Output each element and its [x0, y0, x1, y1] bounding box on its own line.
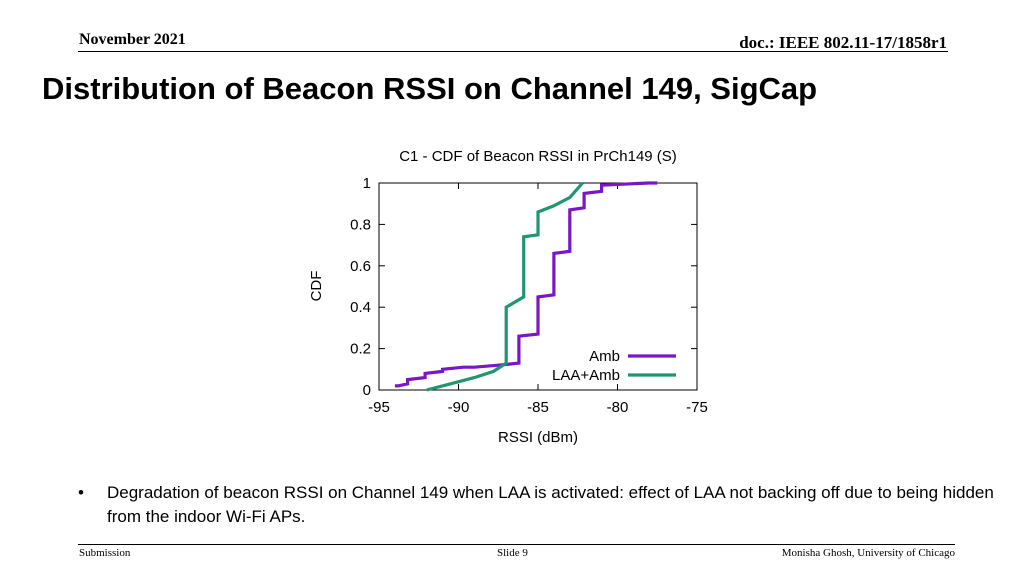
header-date: November 2021	[79, 31, 186, 48]
y-tick-label: 1	[363, 175, 371, 192]
y-tick-label: 0	[363, 382, 371, 399]
bullet-marker: •	[78, 483, 84, 502]
footer-divider	[78, 544, 955, 545]
x-tick-label: -95	[368, 399, 390, 416]
chart-title: C1 - CDF of Beacon RSSI in PrCh149 (S)	[399, 148, 677, 165]
y-tick-label: 0.8	[350, 216, 371, 233]
footer-submission: Submission	[79, 547, 131, 559]
header-divider	[78, 51, 948, 52]
bullet-text: Degradation of beacon RSSI on Channel 14…	[107, 483, 994, 526]
x-tick-label: -80	[607, 399, 629, 416]
y-tick-label: 0.4	[350, 299, 371, 316]
x-tick-label: -90	[448, 399, 470, 416]
footer-slide-number: Slide 9	[497, 547, 528, 559]
legend-label: Amb	[589, 348, 620, 365]
x-tick-label: -75	[686, 399, 708, 416]
y-tick-label: 0.2	[350, 341, 371, 358]
footer-author: Monisha Ghosh, University of Chicago	[781, 547, 955, 559]
legend-label: LAA+Amb	[552, 367, 620, 384]
series-line-laa-amb	[426, 181, 584, 392]
header-doc-id: doc.: IEEE 802.11-17/1858r1	[739, 33, 947, 52]
x-axis-label: RSSI (dBm)	[498, 429, 578, 446]
slide-title: Distribution of Beacon RSSI on Channel 1…	[42, 71, 818, 106]
y-axis-label: CDF	[308, 271, 325, 302]
series-line-amb	[394, 181, 658, 388]
chart-legend: Amb LAA+Amb	[552, 348, 676, 384]
y-tick-label: 0.6	[350, 258, 371, 275]
x-tick-label: -85	[527, 399, 549, 416]
